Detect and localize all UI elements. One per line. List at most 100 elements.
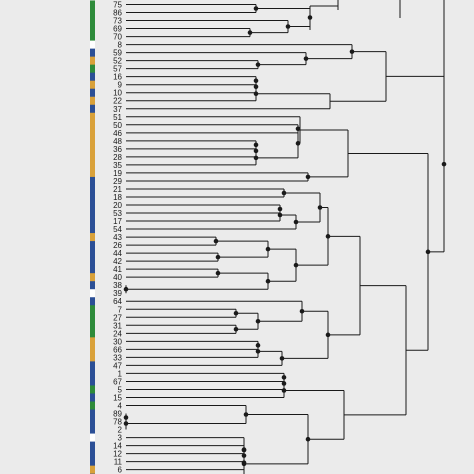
color-strip-segment [90, 32, 95, 41]
leaf-label: 31 [113, 321, 122, 330]
merge-node-dot [265, 278, 271, 284]
leaf-label: 21 [113, 185, 122, 194]
dendrogram-branches [125, 0, 445, 474]
leaf-label: 73 [113, 17, 122, 26]
merge-node-dot [123, 415, 129, 420]
leaf-label: 86 [113, 9, 122, 18]
leaf-label: 75 [113, 1, 122, 10]
leaf-label: 48 [113, 137, 122, 146]
merge-node-dot [281, 381, 287, 386]
color-strip-segment [90, 361, 95, 370]
leaf-label: 37 [113, 105, 122, 114]
leaf-label: 43 [113, 233, 122, 242]
leaf-label: 24 [113, 329, 122, 338]
leaf-label: 17 [113, 217, 122, 226]
color-strip-segment [90, 273, 95, 282]
leaf-label: 11 [114, 458, 123, 467]
leaf-label: 69 [113, 25, 122, 34]
leaf-label: 4 [118, 402, 123, 411]
leaf-label: 33 [113, 353, 122, 362]
color-strip-segment [90, 257, 95, 266]
color-strip-segment [90, 249, 95, 258]
leaf-label: 28 [113, 153, 122, 162]
leaf-label: 44 [113, 249, 122, 258]
color-strip-segment [90, 417, 95, 426]
merge-node-dot [215, 270, 221, 276]
merge-node-dot [293, 262, 299, 268]
merge-node-dot [233, 310, 239, 316]
leaf-label: 54 [113, 225, 122, 234]
color-strip-segment [90, 64, 95, 74]
leaf-label: 53 [113, 209, 122, 218]
merge-node-dot [123, 286, 129, 292]
leaf-label: 70 [113, 33, 122, 42]
color-strip-segment [90, 184, 95, 194]
merge-node-dot [277, 206, 283, 212]
merge-node-dot [295, 141, 301, 146]
merge-node-dot [215, 254, 221, 260]
color-strip-segment [90, 96, 95, 106]
color-strip-segment [90, 265, 95, 274]
merge-node-dot [253, 142, 259, 148]
color-strip-segment [90, 209, 95, 218]
leaf-label: 51 [113, 113, 122, 122]
merge-node-dot [253, 6, 259, 11]
color-strip-segment [90, 48, 95, 58]
leaf-label: 8 [118, 41, 123, 50]
merge-node-dot [265, 246, 271, 252]
leaf-label: 89 [113, 410, 122, 419]
leaf-label: 46 [113, 129, 122, 138]
merge-node-dot [307, 15, 313, 20]
color-strip-segment [90, 281, 95, 290]
merge-node-dot [277, 212, 283, 218]
color-strip-segment [90, 160, 95, 170]
merge-node-dot [349, 49, 355, 54]
merge-node-dot [281, 388, 287, 393]
leaf-label: 20 [113, 201, 122, 210]
leaf-label: 57 [113, 65, 122, 74]
leaf-label: 35 [113, 161, 122, 170]
color-strip-segment [90, 353, 95, 362]
merge-node-dot [281, 190, 287, 196]
merge-node-dot [253, 78, 259, 83]
leaf-label: 27 [113, 313, 122, 322]
color-strip-segment [90, 168, 95, 178]
color-strip-segment [90, 233, 95, 242]
color-strip-segment [90, 112, 95, 122]
color-strip-segment [90, 449, 95, 459]
leaf-label: 1 [118, 369, 123, 378]
color-strip-segment [90, 377, 95, 386]
merge-node-dot [303, 56, 309, 61]
merge-node-dot [305, 436, 311, 442]
leaf-label: 22 [113, 97, 122, 106]
leaf-label: 19 [113, 169, 122, 178]
color-strip-segment [90, 241, 95, 250]
leaf-label: 9 [118, 81, 123, 90]
color-strip-segment [90, 0, 95, 9]
color-strip-segment [90, 24, 95, 33]
merge-node-dot [243, 412, 249, 417]
color-strip-segment [90, 321, 95, 330]
leaf-labels: 7586736970859525716910223751504648362835… [113, 1, 122, 474]
merge-node-dot [247, 30, 253, 35]
color-strip-segment [90, 369, 95, 378]
merge-node-dot [255, 343, 261, 348]
merge-node-dot [241, 447, 247, 453]
leaf-label: 41 [113, 265, 122, 274]
merge-node-dot [441, 161, 447, 167]
leaf-label: 67 [113, 377, 122, 386]
leaf-label: 18 [113, 193, 122, 202]
merge-node-dot [325, 332, 331, 338]
merge-node-dot [325, 234, 331, 239]
color-strip-segment [90, 225, 95, 234]
color-strip-segment [90, 345, 95, 354]
color-strip-segment [90, 144, 95, 154]
color-strip-segment [90, 385, 95, 394]
leaf-label: 12 [113, 450, 122, 459]
leaf-label: 2 [118, 426, 123, 435]
merge-node-dot [305, 174, 311, 180]
merge-node-dot [293, 219, 299, 225]
color-strip-segment [90, 72, 95, 82]
color-strip-segment [90, 217, 95, 226]
